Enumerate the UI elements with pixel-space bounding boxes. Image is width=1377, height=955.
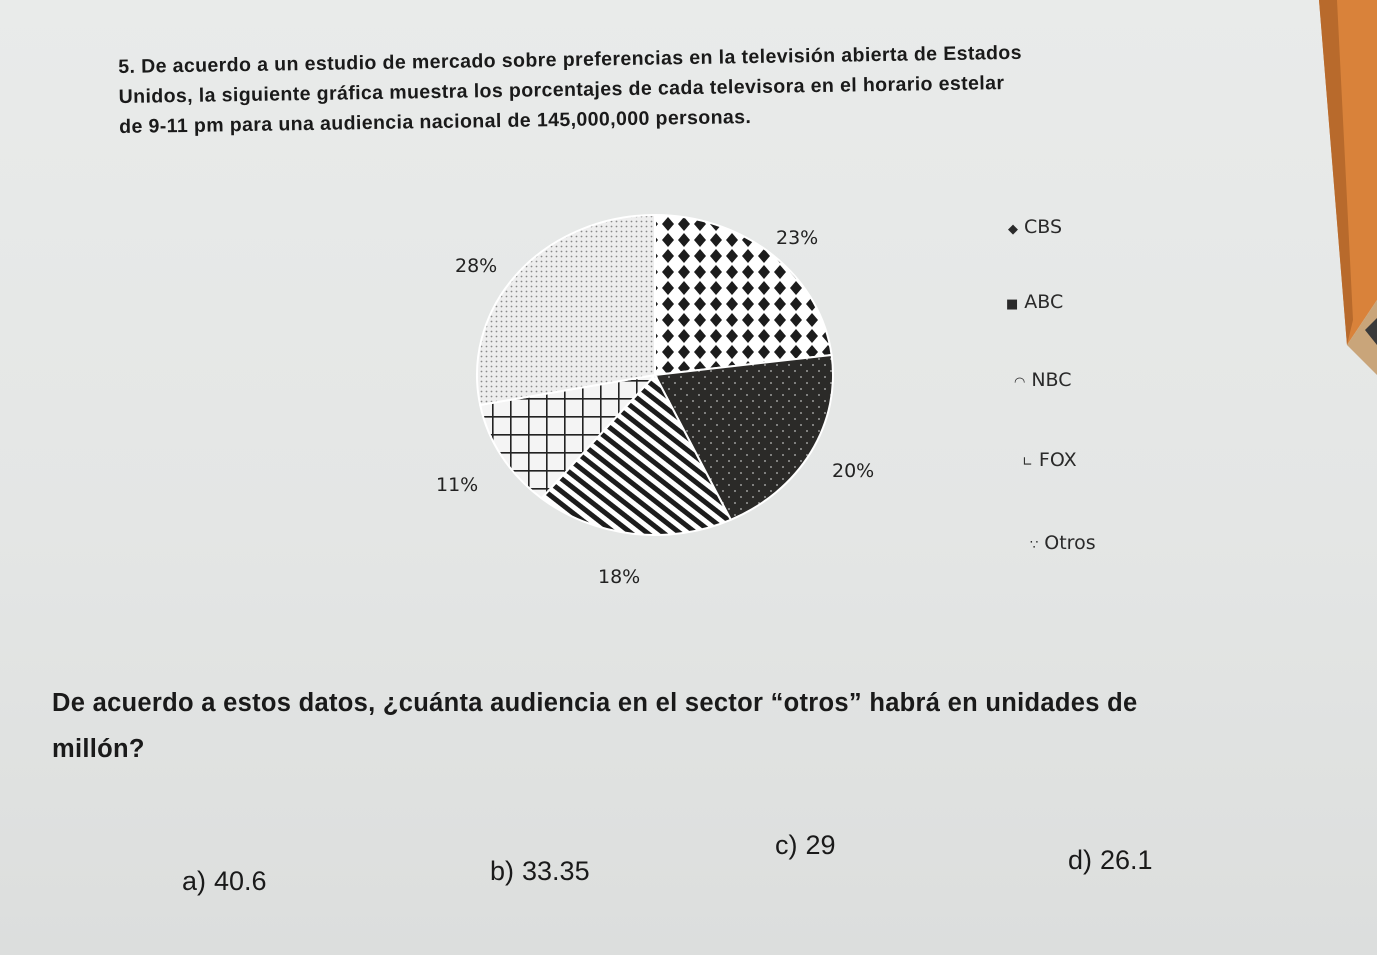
- option-b[interactable]: b) 33.35: [490, 856, 590, 887]
- pie-slice-nbc: [540, 373, 733, 536]
- legend-label-cbs: CBS: [1024, 216, 1063, 238]
- legend-item-nbc: ◠ NBC: [1014, 369, 1072, 391]
- slice-label-abc: 20%: [832, 460, 875, 482]
- option-a-letter: a): [182, 866, 207, 896]
- slice-label-nbc: 18%: [598, 566, 641, 588]
- pie-slice-cbs: [654, 213, 833, 377]
- option-b-value: 33.35: [522, 856, 590, 886]
- pie-slice-abc: [653, 353, 834, 522]
- pie-slice-fox: [478, 373, 658, 500]
- legend-item-otros: ∵ Otros: [1030, 532, 1096, 554]
- question-line-2: millón?: [52, 735, 145, 763]
- option-d-value: 26.1: [1100, 845, 1153, 875]
- legend-label-fox: FOX: [1038, 449, 1077, 471]
- legend-item-cbs: ◆ CBS: [1008, 216, 1062, 238]
- legend-item-fox: ∟ FOX: [1022, 449, 1077, 471]
- pencil-image: [1319, 0, 1377, 375]
- question-text: De acuerdo a estos datos, ¿cuánta audien…: [52, 680, 1352, 772]
- dots-marker-icon: ∵: [1030, 538, 1039, 553]
- slice-label-cbs: 23%: [776, 227, 819, 249]
- slice-label-otros: 28%: [455, 255, 498, 277]
- option-a-value: 40.6: [214, 866, 267, 896]
- pie-slice-otros: [476, 213, 656, 407]
- square-marker-icon: ■: [1006, 297, 1019, 312]
- option-a[interactable]: a) 40.6: [182, 866, 267, 897]
- option-c-letter: c): [775, 830, 798, 860]
- legend-label-abc: ABC: [1024, 291, 1064, 313]
- option-c[interactable]: c) 29: [775, 830, 836, 861]
- option-d[interactable]: d) 26.1: [1068, 845, 1153, 876]
- problem-statement: 5. De acuerdo a un estudio de mercado so…: [118, 34, 1259, 142]
- slice-label-fox: 11%: [436, 474, 479, 496]
- option-b-letter: b): [490, 856, 515, 886]
- legend-item-abc: ■ ABC: [1006, 291, 1063, 313]
- arc-marker-icon: ◠: [1014, 375, 1026, 390]
- pie-chart: [476, 213, 834, 536]
- diamond-marker-icon: ◆: [1008, 222, 1018, 237]
- legend-label-otros: Otros: [1044, 532, 1096, 554]
- corner-marker-icon: ∟: [1022, 455, 1033, 470]
- option-c-value: 29: [805, 830, 836, 860]
- question-line-1: De acuerdo a estos datos, ¿cuánta audien…: [52, 689, 1138, 717]
- legend-label-nbc: NBC: [1031, 369, 1072, 391]
- option-d-letter: d): [1068, 845, 1093, 875]
